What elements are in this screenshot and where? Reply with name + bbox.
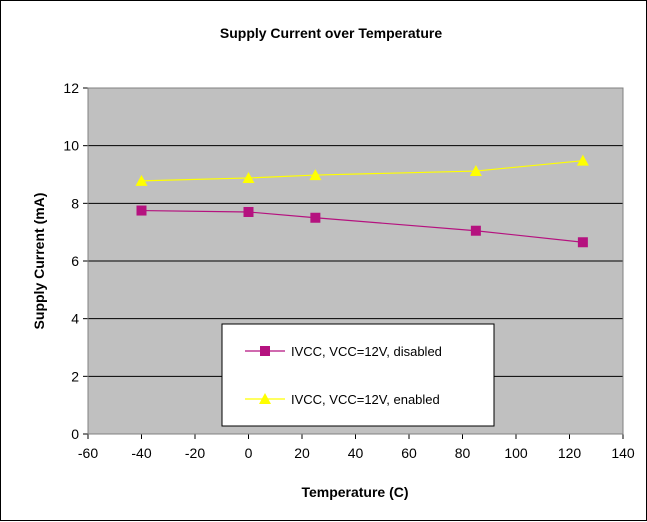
tick-labels: 0 2 4 6 8 10 12 -60 -40 -20 0 20 40 60 80 100 120 140 bbox=[63, 80, 634, 461]
legend-box bbox=[221, 323, 495, 427]
legend-marker-enabled bbox=[259, 393, 271, 404]
axes bbox=[83, 87, 624, 439]
chart-title: Supply Current over Temperature bbox=[220, 25, 442, 41]
data-point-disabled bbox=[136, 205, 147, 216]
x-tick-label: 120 bbox=[558, 445, 582, 461]
y-tick-label: 12 bbox=[63, 80, 79, 96]
data-point-enabled bbox=[242, 171, 255, 183]
data-point-enabled bbox=[469, 165, 482, 177]
y-axis-title: Supply Current (mA) bbox=[31, 193, 47, 330]
x-tick-label: 100 bbox=[504, 445, 528, 461]
data-point-disabled bbox=[577, 237, 588, 248]
x-tick-label: 0 bbox=[245, 445, 253, 461]
legend: IVCC, VCC=12V, disabled IVCC, VCC=12V, en… bbox=[221, 323, 495, 427]
x-tick-label: 80 bbox=[455, 445, 471, 461]
series-layer bbox=[135, 154, 589, 248]
data-point-disabled bbox=[470, 225, 481, 236]
legend-label-enabled: IVCC, VCC=12V, enabled bbox=[291, 392, 440, 407]
x-tick-label: -40 bbox=[131, 445, 151, 461]
legend-marker-disabled bbox=[260, 346, 270, 356]
x-tick-label: -20 bbox=[185, 445, 205, 461]
legend-label-disabled: IVCC, VCC=12V, disabled bbox=[291, 344, 442, 359]
x-axis-title: Temperature (C) bbox=[301, 484, 408, 500]
y-tick-label: 0 bbox=[71, 426, 79, 442]
data-point-disabled bbox=[243, 206, 254, 217]
legend-items: IVCC, VCC=12V, disabled IVCC, VCC=12V, en… bbox=[245, 344, 442, 407]
y-tick-label: 6 bbox=[71, 253, 79, 269]
x-tick-label: -60 bbox=[78, 445, 98, 461]
data-point-enabled bbox=[135, 174, 148, 186]
x-tick-label: 60 bbox=[401, 445, 417, 461]
y-tick-label: 10 bbox=[63, 138, 79, 154]
x-tick-label: 40 bbox=[348, 445, 364, 461]
x-tick-label: 20 bbox=[294, 445, 310, 461]
y-tick-label: 8 bbox=[71, 195, 79, 211]
plot-border bbox=[87, 87, 624, 435]
data-point-enabled bbox=[309, 169, 322, 181]
y-tick-label: 4 bbox=[71, 311, 79, 327]
data-point-enabled bbox=[576, 154, 589, 166]
data-point-disabled bbox=[310, 212, 321, 223]
x-tick-label: 140 bbox=[611, 445, 635, 461]
y-tick-label: 2 bbox=[71, 368, 79, 384]
